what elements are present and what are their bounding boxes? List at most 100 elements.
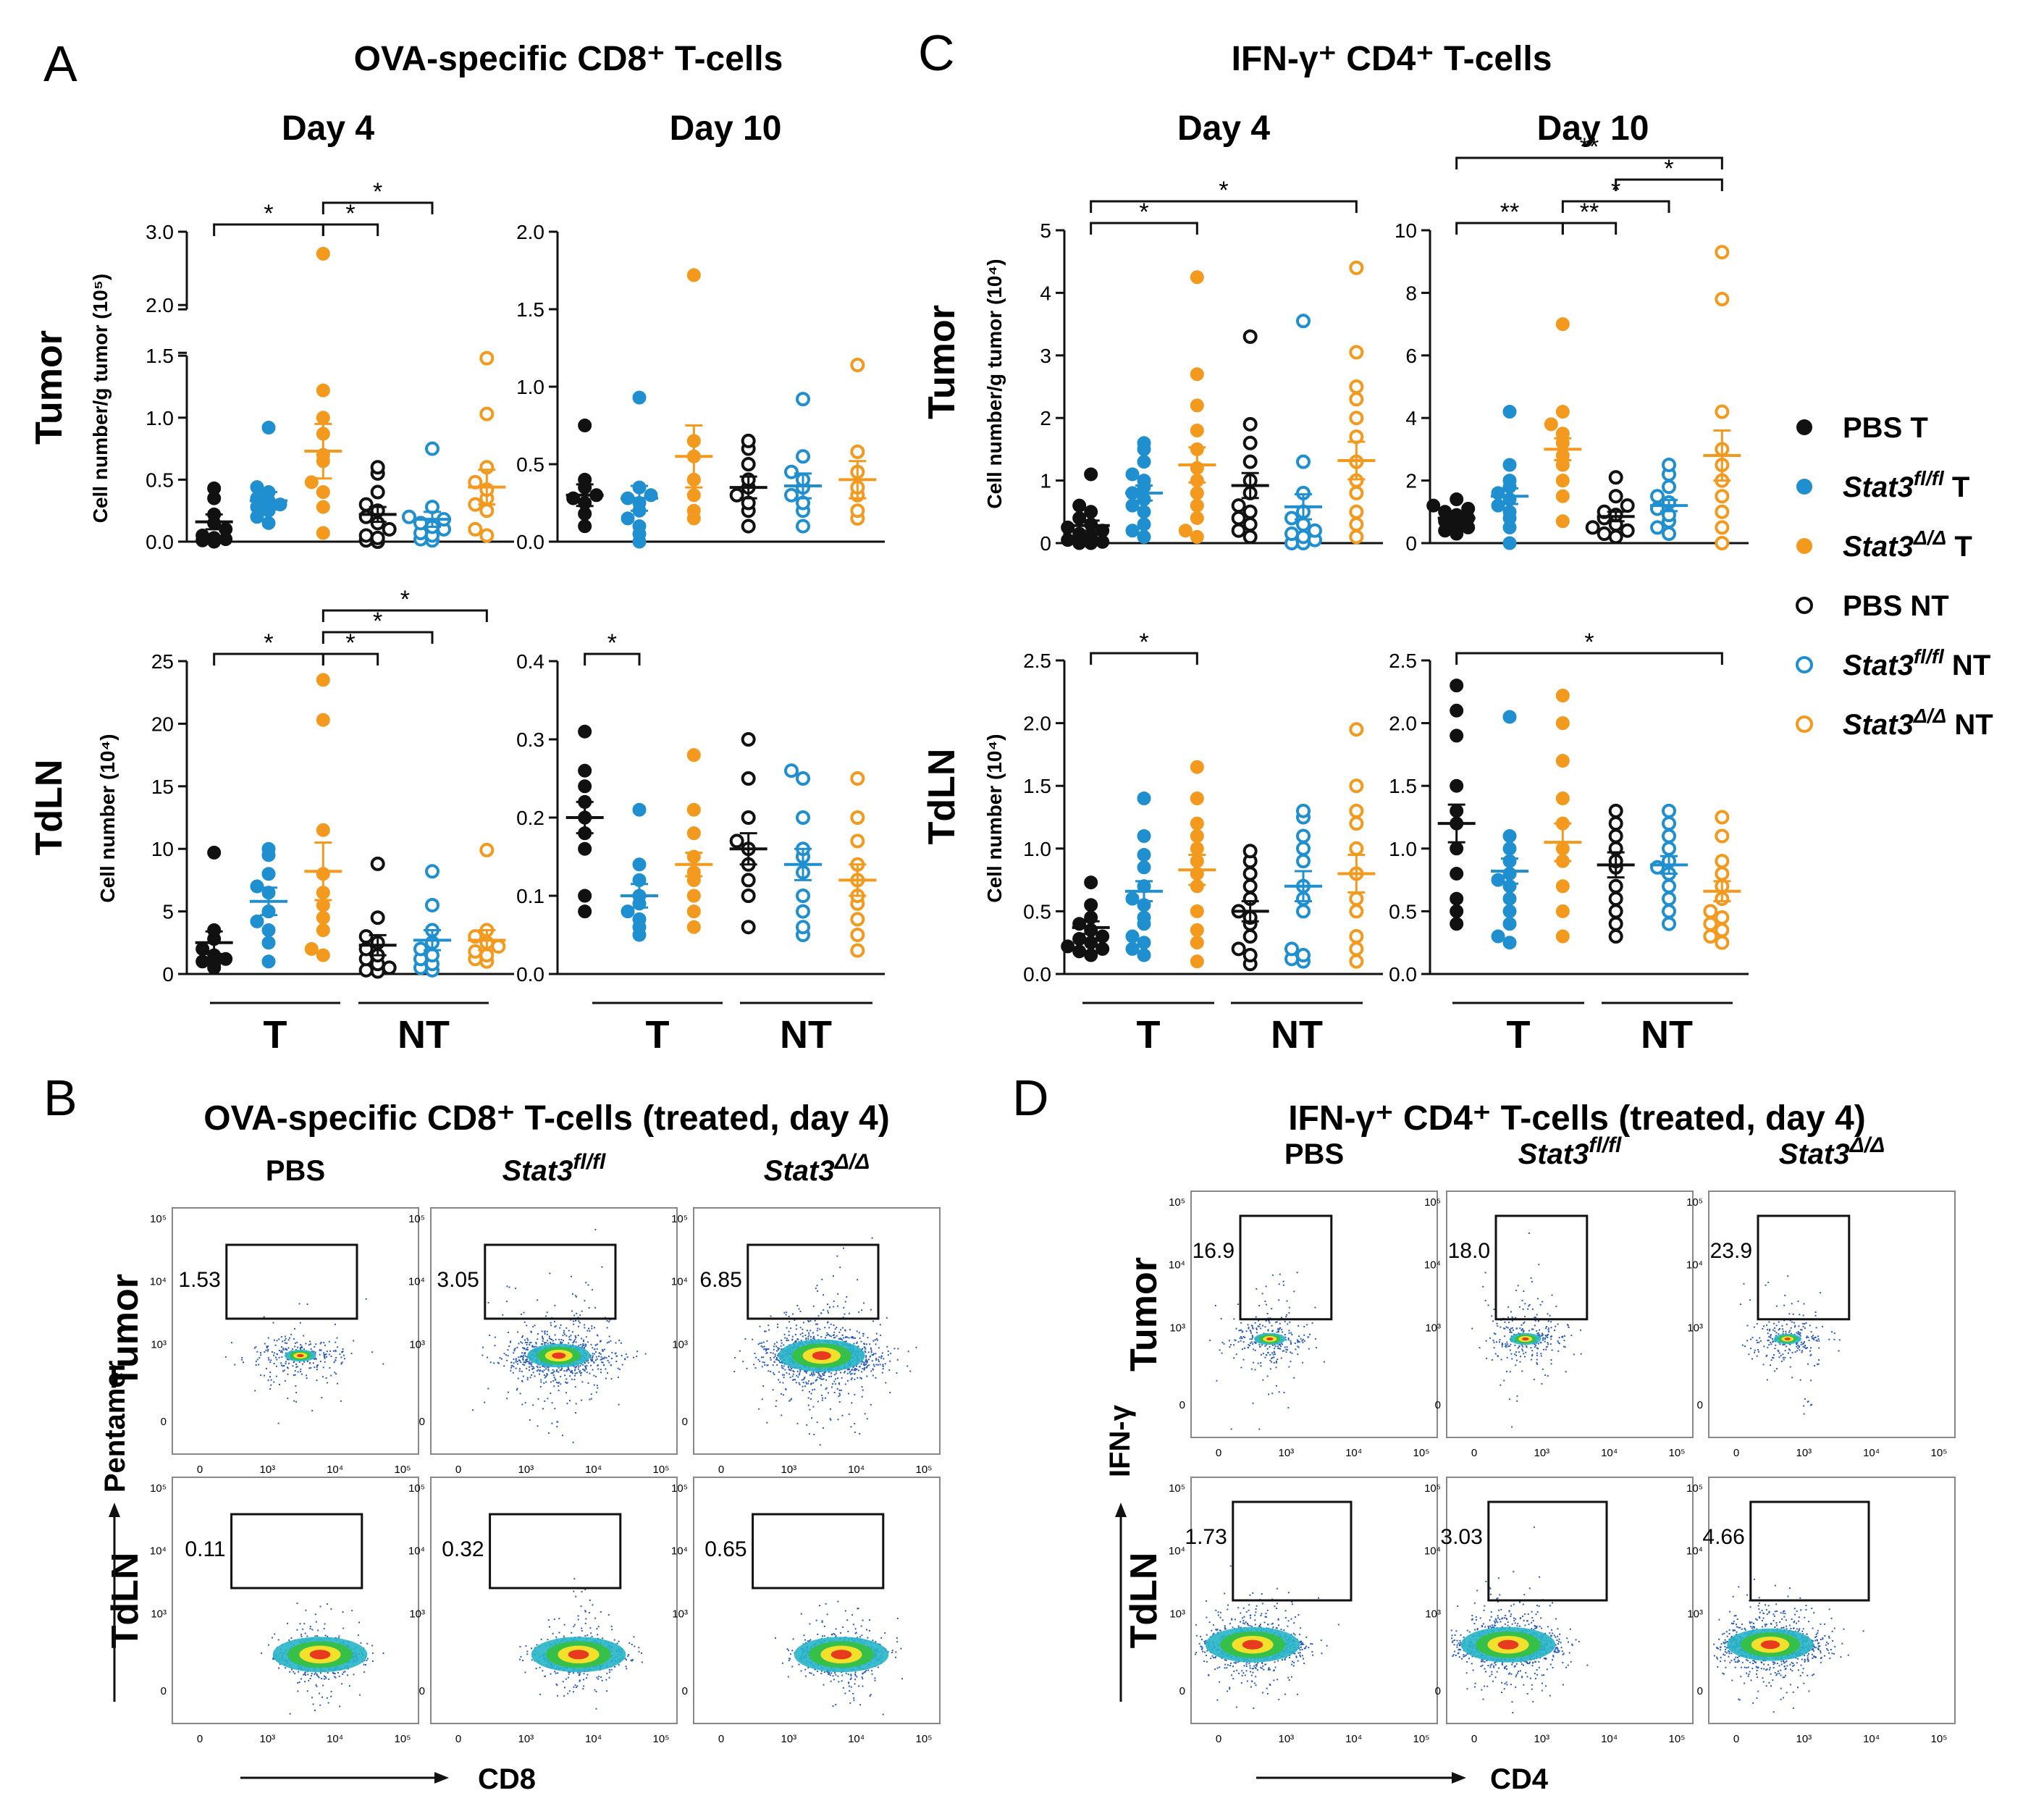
event-dot	[516, 1360, 518, 1362]
data-point	[729, 833, 744, 849]
event-dot	[854, 1393, 856, 1395]
event-dot	[295, 1401, 297, 1403]
event-dot	[625, 1666, 627, 1668]
event-dot	[805, 1370, 807, 1372]
event-dot	[779, 1381, 781, 1383]
data-point	[1349, 504, 1364, 519]
event-dot	[329, 1350, 332, 1352]
event-dot	[553, 1377, 555, 1379]
event-dot	[783, 1344, 785, 1346]
event-dot	[574, 1372, 576, 1374]
event-dot	[521, 1403, 523, 1406]
event-dot	[833, 1380, 836, 1382]
significance-label: **	[1580, 198, 1599, 226]
event-dot	[862, 1332, 865, 1335]
event-dot	[854, 1337, 856, 1339]
event-dot	[585, 1282, 587, 1284]
event-dot	[311, 1350, 313, 1352]
data-point	[1084, 505, 1098, 519]
event-dot	[544, 1331, 546, 1333]
event-dot	[316, 1685, 318, 1687]
event-dot	[278, 1667, 280, 1669]
event-dot	[489, 1334, 491, 1336]
event-dot	[876, 1339, 878, 1341]
event-dot	[589, 1330, 591, 1332]
event-dot	[800, 1340, 802, 1342]
event-dot	[823, 1294, 825, 1296]
event-dot	[802, 1328, 804, 1330]
event-dot	[754, 1367, 757, 1369]
data-point	[566, 491, 581, 505]
data-point	[1502, 891, 1517, 906]
event-dot	[837, 1377, 839, 1380]
event-dot	[592, 1356, 594, 1359]
event-dot	[315, 1358, 317, 1360]
event-dot	[792, 1369, 794, 1372]
event-dot	[563, 1333, 565, 1335]
event-dot	[366, 1642, 369, 1645]
group-0	[195, 845, 233, 975]
data-point	[1242, 435, 1258, 450]
data-point	[1231, 523, 1246, 538]
event-dot	[260, 1352, 262, 1354]
event-dot	[541, 1335, 543, 1338]
event-dot	[872, 1320, 875, 1322]
legend-sup: Δ/Δ	[1913, 526, 1946, 549]
event-dot	[836, 1335, 838, 1337]
y-tick-label: 3	[1040, 345, 1051, 367]
event-dot	[309, 1343, 311, 1345]
event-dot	[267, 1357, 269, 1359]
event-dot	[294, 1328, 296, 1330]
event-dot	[867, 1360, 869, 1362]
event-dot	[596, 1385, 598, 1387]
significance-label: *	[264, 629, 273, 657]
data-point	[382, 521, 397, 537]
data-point	[1349, 941, 1364, 957]
y-tick-label: 2.5	[1389, 650, 1417, 672]
event-dot	[327, 1603, 329, 1605]
data-point	[1308, 523, 1322, 538]
event-dot	[845, 1340, 847, 1343]
event-dot	[546, 1373, 548, 1375]
event-dot	[320, 1349, 322, 1351]
event-dot	[316, 1635, 318, 1637]
density-level	[297, 1353, 304, 1358]
event-dot	[263, 1316, 265, 1318]
data-point	[1450, 703, 1464, 718]
y-tick-label: 0	[419, 1685, 425, 1697]
event-dot	[805, 1338, 807, 1340]
event-dot	[520, 1361, 522, 1364]
data-point	[796, 810, 810, 825]
data-point	[1608, 904, 1623, 919]
event-dot	[282, 1351, 284, 1353]
event-dot	[562, 1335, 564, 1337]
data-point	[1137, 860, 1151, 875]
event-dot	[542, 1340, 544, 1342]
event-dot	[596, 1334, 598, 1336]
event-dot	[580, 1372, 582, 1374]
plot-A-tumor-day10: 0.00.51.01.52.0	[516, 221, 885, 553]
event-dot	[574, 1335, 576, 1337]
event-dot	[838, 1382, 840, 1384]
data-point	[1296, 803, 1311, 818]
event-dot	[327, 1635, 329, 1637]
event-dot	[875, 1353, 877, 1355]
event-dot	[344, 1671, 346, 1673]
event-dot	[582, 1688, 584, 1690]
event-dot	[269, 1372, 272, 1374]
event-dot	[607, 1360, 609, 1362]
data-point	[796, 449, 810, 464]
event-dot	[590, 1359, 592, 1361]
event-dot	[274, 1356, 277, 1359]
data-point	[741, 518, 756, 534]
event-dot	[522, 1364, 524, 1366]
event-dot	[294, 1672, 296, 1674]
event-dot	[335, 1676, 337, 1679]
event-dot	[521, 1356, 523, 1358]
data-point	[1296, 904, 1311, 919]
event-dot	[518, 1370, 521, 1372]
data-point	[1084, 936, 1098, 950]
significance-bracket: *	[213, 629, 324, 665]
event-dot	[552, 1372, 555, 1374]
event-dot	[799, 1310, 802, 1312]
